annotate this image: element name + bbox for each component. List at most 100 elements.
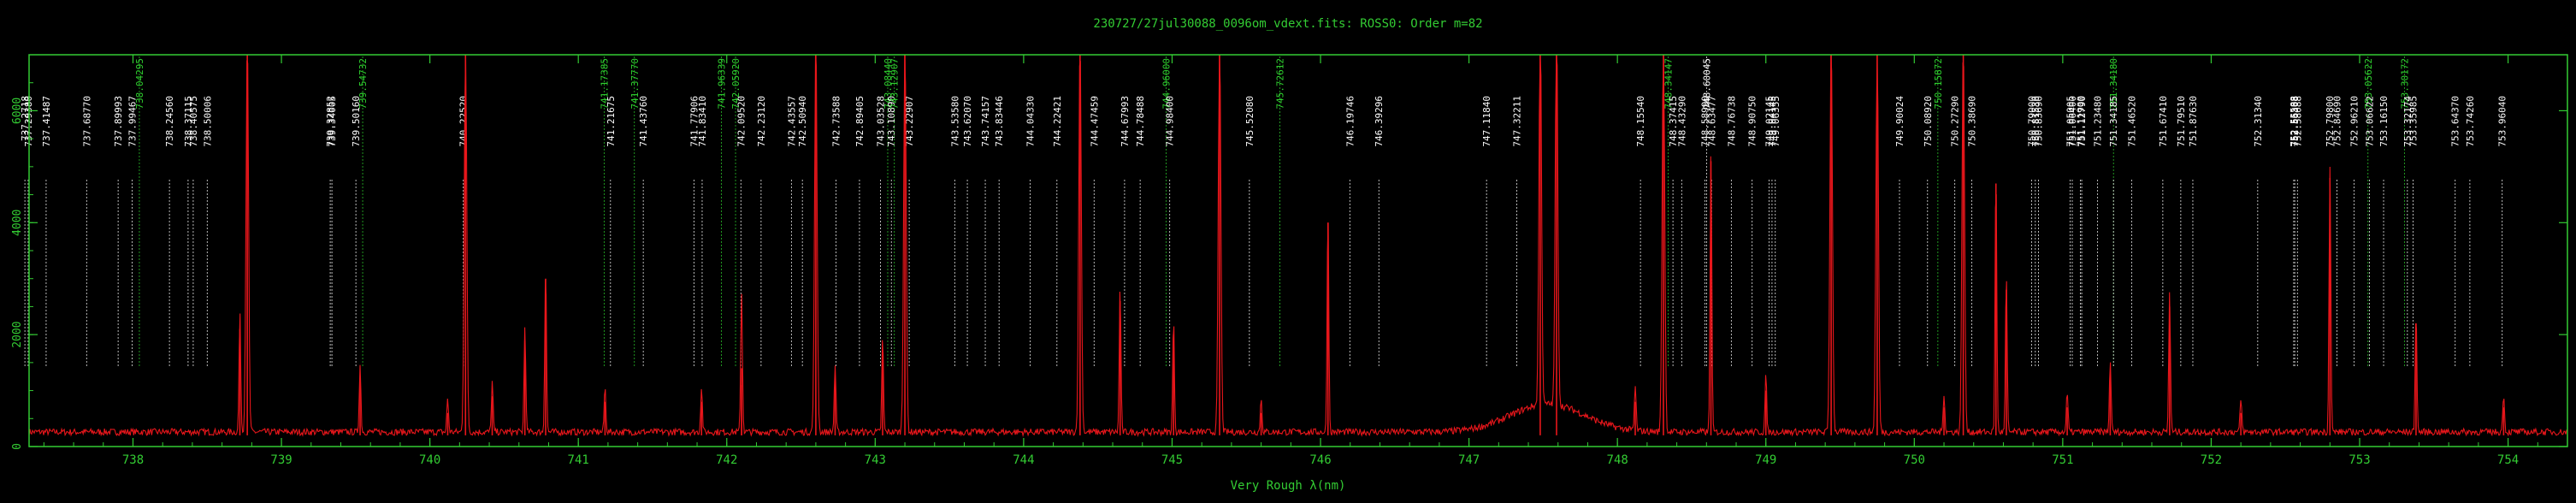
- line-id-label: 743.08440: [883, 58, 894, 109]
- line-id-label: 748.37415: [1668, 96, 1679, 147]
- line-id-label: 750.83690: [2034, 96, 2045, 147]
- x-tick-label: 750: [1904, 453, 1925, 467]
- line-id-label: 746.19746: [1344, 96, 1356, 147]
- y-tick-label: 4000: [11, 210, 24, 236]
- y-tick-label: 6000: [11, 98, 24, 124]
- x-tick-label: 743: [865, 453, 886, 467]
- line-id-label: 737.68770: [81, 96, 92, 147]
- line-id-label: 747.32211: [1512, 96, 1523, 147]
- line-id-label: 751.79510: [2176, 96, 2187, 147]
- line-id-label: 742.50940: [797, 96, 808, 147]
- line-id-label: 744.96000: [1161, 58, 1173, 109]
- line-id-label: 738.24560: [164, 96, 175, 147]
- x-tick-label: 751: [2052, 453, 2073, 467]
- spectrum-line: [28, 54, 2568, 438]
- line-id-label: 743.03528: [875, 96, 886, 147]
- line-id-label: 753.74260: [2465, 96, 2476, 147]
- line-id-label: 741.77906: [688, 96, 700, 147]
- line-id-label: 753.16150: [2378, 96, 2390, 147]
- line-id-label: 752.55588: [2289, 96, 2300, 147]
- line-id-label: 738.04295: [134, 58, 145, 109]
- line-id-label: 744.47459: [1089, 96, 1100, 147]
- line-id-label: 748.90750: [1747, 96, 1758, 147]
- chart-title: 230727/27jul30088_0096om_vdext.fits: ROS…: [1093, 17, 1482, 31]
- line-id-label: 738.37115: [183, 96, 194, 147]
- line-id-label: 751.06400: [2067, 96, 2078, 147]
- line-id-label: 751.11900: [2076, 96, 2087, 147]
- y-tick-label: 2000: [11, 321, 24, 347]
- line-id-label: 749.04145: [1767, 96, 1778, 147]
- line-id-label: 742.09520: [736, 96, 747, 147]
- x-tick-label: 744: [1013, 453, 1034, 467]
- line-id-label: 753.35985: [2408, 96, 2419, 147]
- line-id-label: 749.90024: [1894, 96, 1905, 147]
- line-id-label: 741.96339: [716, 58, 727, 109]
- line-id-label: 748.63477: [1706, 96, 1717, 147]
- x-tick-label: 738: [122, 453, 144, 467]
- line-id-label: 742.05920: [730, 58, 741, 109]
- line-id-label: 750.15872: [1933, 58, 1944, 109]
- line-id-label: 741.21675: [606, 96, 617, 147]
- line-id-label: 751.34185: [2108, 96, 2119, 147]
- line-id-label: 743.22907: [904, 96, 915, 147]
- line-id-label: 748.15540: [1635, 96, 1646, 147]
- line-id-label: 745.72612: [1274, 58, 1285, 109]
- x-tick-label: 746: [1309, 453, 1331, 467]
- line-id-label: 753.30172: [2399, 58, 2410, 109]
- line-id-label: 753.32174: [2402, 96, 2414, 147]
- line-id-label: 744.67993: [1120, 96, 1131, 147]
- line-id-label: 751.46520: [2127, 96, 2138, 147]
- line-id-label: 742.43557: [786, 96, 797, 147]
- line-id-label: 744.22421: [1052, 96, 1063, 147]
- line-id-label: 752.96210: [2349, 96, 2360, 147]
- y-axis: 0 2000 4000 6000: [11, 54, 2567, 450]
- line-id-label: 751.05005: [2065, 96, 2077, 147]
- line-id-label: 739.32852: [325, 96, 336, 147]
- line-id-label: 739.54732: [357, 58, 369, 109]
- y-tick-label: 0: [11, 443, 24, 450]
- line-id-label: 742.73588: [830, 96, 842, 147]
- line-id-label: 751.67410: [2158, 96, 2169, 147]
- line-id-label: 737.99467: [127, 96, 139, 147]
- line-id-label: 737.89993: [113, 96, 124, 147]
- line-id-label: 753.96040: [2497, 96, 2508, 147]
- line-id-label: 753.06622: [2364, 96, 2375, 147]
- line-id-label: 753.64370: [2450, 96, 2461, 147]
- x-tick-label: 749: [1755, 453, 1776, 467]
- line-id-label: 746.39296: [1374, 96, 1385, 147]
- line-id-label: 741.17385: [599, 58, 610, 109]
- line-id-label: 752.56308: [2289, 96, 2301, 147]
- line-id-label: 744.78488: [1135, 96, 1146, 147]
- line-id-label: 740.22520: [458, 96, 470, 147]
- line-id-label: 742.23120: [756, 96, 767, 147]
- line-id-label: 750.08920: [1923, 96, 1934, 147]
- line-id-label: 743.74157: [980, 96, 991, 147]
- x-tick-label: 752: [2201, 453, 2222, 467]
- x-axis-label: Very Rough λ(nm): [1231, 479, 1346, 493]
- line-id-label: 744.98400: [1165, 96, 1176, 147]
- line-id-label: 743.53580: [949, 96, 960, 147]
- line-id-label: 752.84690: [2331, 96, 2343, 147]
- line-id-label: 750.81530: [2030, 96, 2041, 147]
- line-id-label: 750.79000: [2026, 96, 2037, 147]
- line-id-label: 739.50160: [351, 96, 362, 147]
- line-id-label: 752.31340: [2253, 96, 2264, 147]
- line-id-label: 743.62070: [962, 96, 973, 147]
- line-id-label: 742.89405: [854, 96, 866, 147]
- line-id-label: 743.12907: [889, 58, 901, 109]
- x-tick-label: 740: [419, 453, 440, 467]
- x-tick-label: 753: [2349, 453, 2370, 467]
- line-id-label: 752.58088: [2292, 96, 2303, 147]
- line-id-label: 738.50006: [202, 96, 213, 147]
- line-id-label: 752.79800: [2325, 96, 2336, 147]
- line-id-label: 749.06355: [1770, 96, 1781, 147]
- line-id-label: 745.52080: [1244, 96, 1256, 147]
- x-tick-label: 747: [1458, 453, 1480, 467]
- line-id-label: 747.11840: [1481, 96, 1492, 147]
- line-id-label: 750.27290: [1950, 96, 1961, 147]
- x-tick-label: 748: [1607, 453, 1628, 467]
- line-id-label: 748.58990: [1700, 96, 1711, 147]
- x-tick-label: 739: [270, 453, 292, 467]
